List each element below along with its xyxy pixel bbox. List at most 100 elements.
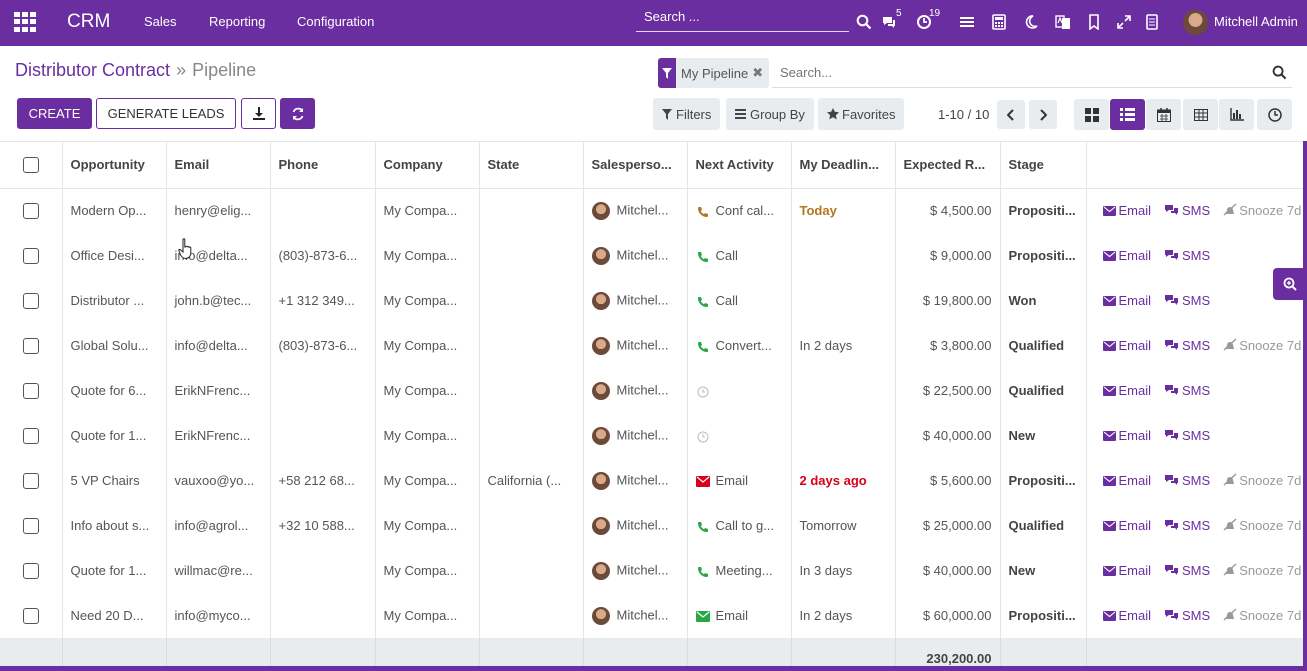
- row-select-cell[interactable]: [0, 278, 63, 323]
- cell-deadline[interactable]: In 2 days: [791, 593, 896, 638]
- pager-previous-button[interactable]: [997, 100, 1025, 129]
- cell-next-activity[interactable]: Call: [687, 233, 792, 278]
- cell-deadline[interactable]: Today: [791, 188, 896, 233]
- cell-phone[interactable]: [270, 593, 376, 638]
- list-settings-icon[interactable]: [959, 14, 975, 30]
- table-row[interactable]: Quote for 1... willmac@re... My Compa... Mi…: [0, 548, 1303, 593]
- cell-stage[interactable]: Propositi...: [1000, 458, 1087, 503]
- activity-clock-icon[interactable]: [916, 14, 932, 30]
- snooze-button[interactable]: Snooze 7d: [1223, 518, 1301, 533]
- cell-next-activity[interactable]: Email: [687, 593, 792, 638]
- cell-phone[interactable]: (803)-873-6...: [270, 323, 376, 368]
- row-select-cell[interactable]: [0, 233, 63, 278]
- cell-expected-revenue[interactable]: $ 60,000.00: [895, 593, 1001, 638]
- cell-phone[interactable]: +1 312 349...: [270, 278, 376, 323]
- table-row[interactable]: Global Solu... info@delta... (803)-873-6..…: [0, 323, 1303, 368]
- snooze-button[interactable]: Snooze 7d: [1223, 338, 1301, 353]
- phone-icon[interactable]: [696, 248, 716, 263]
- cell-expected-revenue[interactable]: $ 40,000.00: [895, 548, 1001, 593]
- phone-icon[interactable]: [696, 203, 716, 218]
- col-phone[interactable]: Phone: [270, 142, 376, 189]
- favorites-dropdown[interactable]: Favorites: [818, 98, 905, 130]
- phone-icon[interactable]: [696, 293, 716, 308]
- sms-action-button[interactable]: SMS: [1164, 563, 1210, 578]
- cell-stage[interactable]: Won: [1000, 278, 1087, 323]
- cell-salesperson[interactable]: Mitchel...: [583, 368, 688, 413]
- view-pivot-button[interactable]: [1183, 99, 1218, 130]
- cell-company[interactable]: My Compa...: [375, 593, 480, 638]
- row-select-cell[interactable]: [0, 413, 63, 458]
- cell-salesperson[interactable]: Mitchel...: [583, 593, 688, 638]
- cell-phone[interactable]: +32 10 588...: [270, 503, 376, 548]
- cell-salesperson[interactable]: Mitchel...: [583, 323, 688, 368]
- cell-email[interactable]: info@agrol...: [166, 503, 271, 548]
- cell-company[interactable]: My Compa...: [375, 413, 480, 458]
- row-checkbox[interactable]: [22, 472, 39, 489]
- document-icon[interactable]: [1144, 14, 1160, 30]
- menu-configuration[interactable]: Configuration: [297, 14, 375, 29]
- col-opportunity[interactable]: Opportunity: [62, 142, 167, 189]
- cell-state[interactable]: [479, 503, 584, 548]
- cell-email[interactable]: willmac@re...: [166, 548, 271, 593]
- cell-deadline[interactable]: [791, 278, 896, 323]
- cell-email[interactable]: john.b@tec...: [166, 278, 271, 323]
- view-graph-button[interactable]: [1219, 99, 1254, 130]
- view-kanban-button[interactable]: [1074, 99, 1109, 130]
- cell-deadline[interactable]: 2 days ago: [791, 458, 896, 503]
- table-row[interactable]: Need 20 D... info@myco... My Compa... Mitch…: [0, 593, 1303, 638]
- cell-salesperson[interactable]: Mitchel...: [583, 458, 688, 503]
- cell-next-activity[interactable]: [687, 368, 792, 413]
- cell-company[interactable]: My Compa...: [375, 458, 480, 503]
- cell-state[interactable]: California (...: [479, 458, 584, 503]
- chat-icon[interactable]: [881, 14, 897, 30]
- dark-mode-moon-icon[interactable]: [1023, 14, 1039, 30]
- breadcrumb-parent[interactable]: Distributor Contract: [15, 60, 171, 80]
- table-row[interactable]: Quote for 6... ErikNFrenc... My Compa... Mi…: [0, 368, 1303, 413]
- facet-remove-icon[interactable]: ✖: [752, 65, 764, 80]
- menu-sales[interactable]: Sales: [144, 14, 177, 29]
- snooze-button[interactable]: Snooze 7d: [1223, 608, 1301, 623]
- user-avatar[interactable]: [1183, 10, 1208, 35]
- cell-deadline[interactable]: [791, 413, 896, 458]
- clock-icon[interactable]: [696, 428, 716, 443]
- sms-action-button[interactable]: SMS: [1164, 203, 1210, 218]
- cell-company[interactable]: My Compa...: [375, 368, 480, 413]
- cell-stage[interactable]: New: [1000, 413, 1087, 458]
- cell-opportunity[interactable]: Quote for 1...: [62, 548, 167, 593]
- cell-next-activity[interactable]: [687, 413, 792, 458]
- cell-phone[interactable]: [270, 188, 376, 233]
- vertical-scrollbar[interactable]: [1303, 141, 1307, 671]
- cell-deadline[interactable]: In 3 days: [791, 548, 896, 593]
- sms-action-button[interactable]: SMS: [1164, 383, 1210, 398]
- zoom-search-button[interactable]: [1273, 268, 1307, 300]
- col-my-deadline[interactable]: My Deadlin...: [791, 142, 896, 189]
- cell-email[interactable]: info@delta...: [166, 323, 271, 368]
- cell-next-activity[interactable]: Email: [687, 458, 792, 503]
- row-select-cell[interactable]: [0, 593, 63, 638]
- cell-salesperson[interactable]: Mitchel...: [583, 413, 688, 458]
- app-brand[interactable]: CRM: [67, 11, 111, 32]
- refresh-button[interactable]: [280, 98, 315, 129]
- cell-state[interactable]: [479, 548, 584, 593]
- cell-expected-revenue[interactable]: $ 9,000.00: [895, 233, 1001, 278]
- row-checkbox[interactable]: [22, 203, 39, 220]
- cell-company[interactable]: My Compa...: [375, 188, 480, 233]
- email-action-button[interactable]: Email: [1102, 518, 1151, 533]
- app-menu-icon[interactable]: [14, 12, 36, 32]
- row-select-cell[interactable]: [0, 503, 63, 548]
- cell-opportunity[interactable]: Office Desi...: [62, 233, 167, 278]
- pager-value[interactable]: 1-10 / 10: [938, 107, 990, 122]
- phone-icon[interactable]: [696, 563, 716, 578]
- cell-opportunity[interactable]: Need 20 D...: [62, 593, 167, 638]
- generate-leads-button[interactable]: GENERATE LEADS: [96, 98, 236, 129]
- cell-next-activity[interactable]: Meeting...: [687, 548, 792, 593]
- cell-state[interactable]: [479, 233, 584, 278]
- row-select-cell[interactable]: [0, 548, 63, 593]
- cell-stage[interactable]: Propositi...: [1000, 233, 1087, 278]
- cell-company[interactable]: My Compa...: [375, 233, 480, 278]
- clock-icon[interactable]: [696, 383, 716, 398]
- cell-stage[interactable]: Qualified: [1000, 503, 1087, 548]
- cell-next-activity[interactable]: Conf cal...: [687, 188, 792, 233]
- cell-expected-revenue[interactable]: $ 25,000.00: [895, 503, 1001, 548]
- table-row[interactable]: Quote for 1... ErikNFrenc... My Compa... Mi…: [0, 413, 1303, 458]
